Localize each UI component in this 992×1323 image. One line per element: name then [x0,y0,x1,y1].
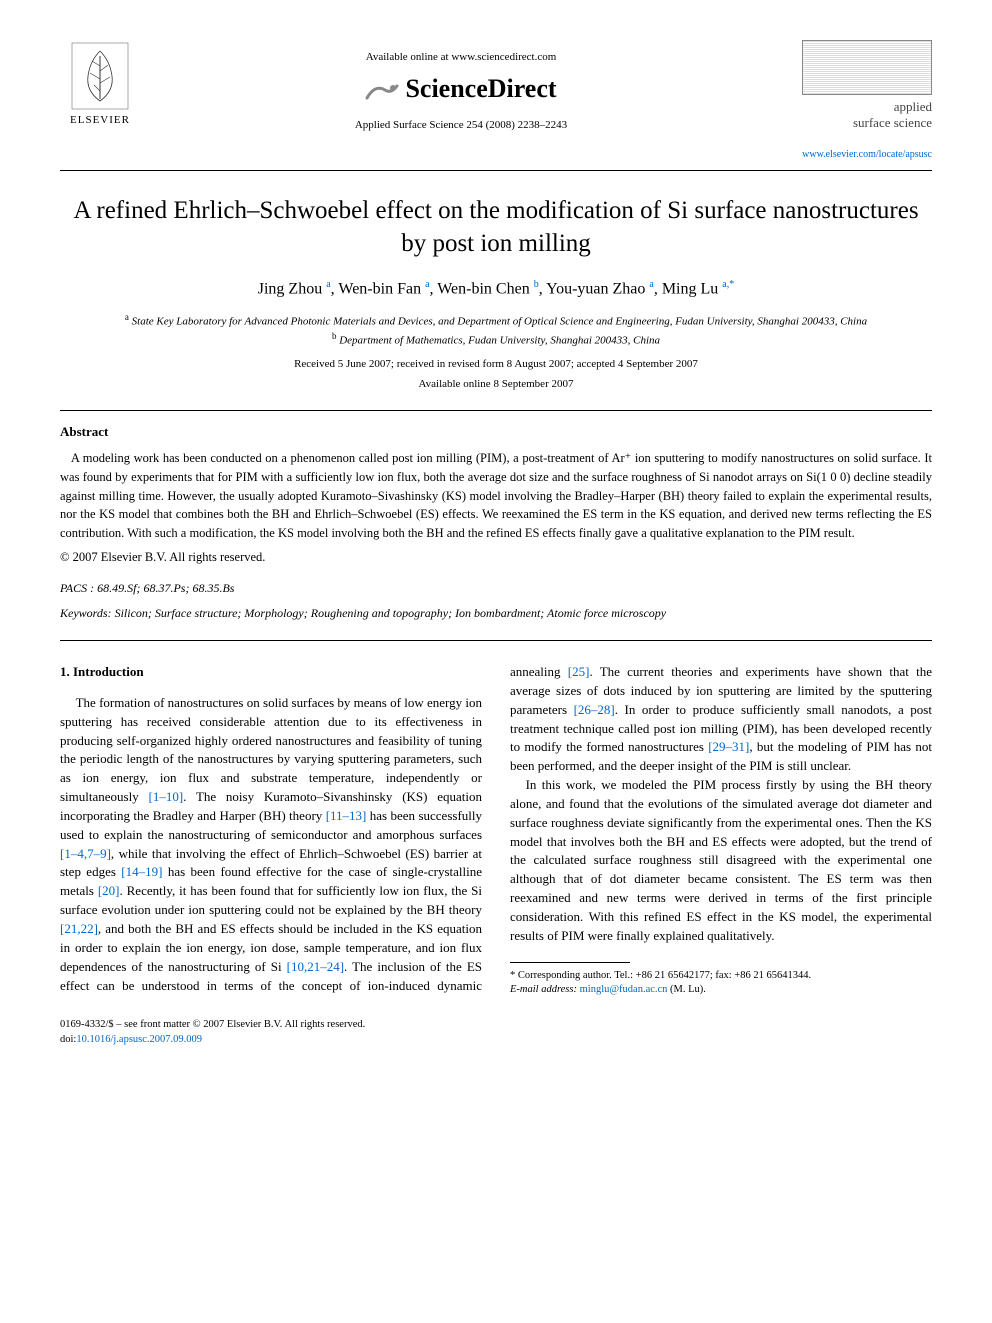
ref-11-13[interactable]: [11–13] [326,808,367,823]
author-list: Jing Zhou a, Wen-bin Fan a, Wen-bin Chen… [60,278,932,301]
ref-20[interactable]: [20] [98,883,120,898]
ref-14-19[interactable]: [14–19] [121,864,162,879]
footer-left: 0169-4332/$ – see front matter © 2007 El… [60,1018,365,1047]
swoosh-icon [365,78,405,104]
sciencedirect-brand: ScienceDirect [140,71,782,108]
abstract-body: A modeling work has been conducted on a … [60,449,932,543]
keywords-bottom-rule [60,640,932,641]
journal-name-line2: surface science [782,115,932,131]
footnote-separator [510,962,630,963]
elsevier-logo: ELSEVIER [60,40,140,130]
ref-1-4-7-9[interactable]: [1–4,7–9] [60,846,111,861]
keywords-value: Silicon; Surface structure; Morphology; … [115,606,667,620]
intro-heading: 1. Introduction [60,663,482,682]
journal-reference: Applied Surface Science 254 (2008) 2238–… [140,118,782,133]
abstract-text: A modeling work has been conducted on a … [60,451,932,540]
pacs-line: PACS : 68.49.Sf; 68.37.Ps; 68.35.Bs [60,580,932,597]
keywords-label: Keywords: [60,606,112,620]
issn-line: 0169-4332/$ – see front matter © 2007 El… [60,1018,365,1033]
ref-26-28[interactable]: [26–28] [574,702,615,717]
sciencedirect-text: ScienceDirect [405,74,556,103]
page-header: ELSEVIER Available online at www.science… [60,40,932,162]
ref-21-22[interactable]: [21,22] [60,921,98,936]
ref-29-31[interactable]: [29–31] [708,739,749,754]
elsevier-label: ELSEVIER [70,113,130,128]
affiliations: a State Key Laboratory for Advanced Phot… [60,311,932,349]
affiliation-b: Department of Mathematics, Fudan Univers… [339,335,660,347]
pacs-label: PACS : [60,581,94,595]
doi-label: doi: [60,1034,76,1045]
intro-paragraph-2: In this work, we modeled the PIM process… [510,776,932,946]
header-rule [60,170,932,171]
elsevier-tree-icon [70,41,130,111]
received-dates: Received 5 June 2007; received in revise… [60,357,932,372]
ref-1-10[interactable]: [1–10] [149,789,184,804]
email-attribution: (M. Lu). [670,984,706,995]
right-header: applied surface science www.elsevier.com… [782,40,932,162]
abstract-heading: Abstract [60,423,932,441]
journal-name-line1: applied [782,99,932,115]
ref-10-21-24[interactable]: [10,21–24] [287,959,344,974]
email-link[interactable]: minglu@fudan.ac.cn [580,984,668,995]
journal-cover-thumbnail [802,40,932,95]
affiliation-a: State Key Laboratory for Advanced Photon… [132,316,867,328]
pacs-value: 68.49.Sf; 68.37.Ps; 68.35.Bs [97,581,234,595]
journal-homepage-link[interactable]: www.elsevier.com/locate/apsusc [782,148,932,162]
abstract-top-rule [60,410,932,411]
body-columns: 1. Introduction The formation of nanostr… [60,663,932,998]
doi-link[interactable]: 10.1016/j.apsusc.2007.09.009 [76,1034,202,1045]
available-online-text: Available online at www.sciencedirect.co… [140,50,782,65]
corresponding-author-footnote: * Corresponding author. Tel.: +86 21 656… [510,969,932,998]
article-title: A refined Ehrlich–Schwoebel effect on th… [60,195,932,260]
ref-25[interactable]: [25] [568,664,590,679]
keywords-line: Keywords: Silicon; Surface structure; Mo… [60,605,932,622]
center-header: Available online at www.sciencedirect.co… [140,40,782,134]
email-label: E-mail address: [510,984,577,995]
online-date: Available online 8 September 2007 [60,377,932,392]
page-footer: 0169-4332/$ – see front matter © 2007 El… [60,1018,932,1047]
abstract-copyright: © 2007 Elsevier B.V. All rights reserved… [60,549,932,567]
corr-author-line: * Corresponding author. Tel.: +86 21 656… [510,969,932,984]
